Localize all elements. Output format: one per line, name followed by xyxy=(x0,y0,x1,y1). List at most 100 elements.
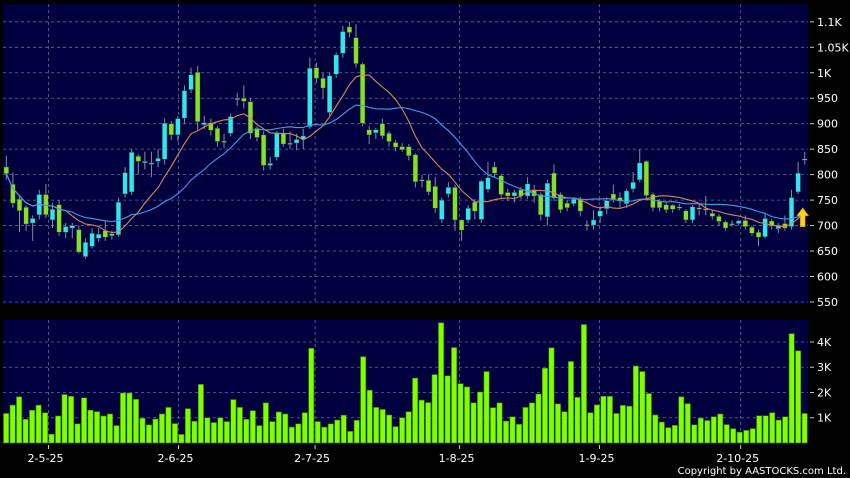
candle-body xyxy=(228,116,234,134)
candle-body xyxy=(762,218,768,237)
volume-bar xyxy=(249,410,256,444)
candle-body xyxy=(610,193,616,200)
volume-bar xyxy=(55,415,62,444)
candle-body xyxy=(181,90,188,119)
volume-bar xyxy=(425,402,432,444)
candle-body xyxy=(432,186,438,209)
volume-bar xyxy=(152,418,159,444)
volume-bar xyxy=(230,399,237,444)
candle-body xyxy=(49,209,56,221)
candle-body xyxy=(307,67,313,127)
candle-body xyxy=(452,187,458,221)
price-panel xyxy=(3,4,808,304)
date-tick-label: 1-8-25 xyxy=(439,452,475,465)
volume-bar xyxy=(29,409,36,444)
volume-bars xyxy=(3,322,808,444)
volume-bar xyxy=(94,411,100,444)
price-tick-label: 800 xyxy=(817,169,838,182)
volume-bar xyxy=(632,365,639,444)
volume-bar xyxy=(782,416,789,444)
candle-body xyxy=(485,177,491,190)
price-tick-label: 1.1K xyxy=(817,16,842,29)
volume-bar xyxy=(613,413,620,444)
volume-bar xyxy=(580,324,587,444)
volume-bar xyxy=(457,383,464,444)
candle-body xyxy=(3,166,9,174)
volume-bar xyxy=(334,419,341,444)
volume-bar xyxy=(503,420,509,444)
candle-body xyxy=(327,75,333,113)
volume-bar xyxy=(217,417,224,444)
candle-body xyxy=(524,183,531,197)
volume-bar xyxy=(347,431,354,444)
candle-body xyxy=(465,208,471,221)
volume-bar xyxy=(665,427,672,444)
volume-bar xyxy=(451,347,458,444)
candle-body xyxy=(234,98,240,100)
volume-bar xyxy=(762,415,769,444)
volume-bar xyxy=(490,407,496,444)
candle-body xyxy=(30,218,36,224)
volume-bar xyxy=(710,416,717,444)
volume-bar xyxy=(308,347,315,444)
volume-tick-label: 4K xyxy=(817,336,832,349)
volume-bar xyxy=(405,411,412,444)
candle-body xyxy=(56,204,62,233)
candle-body xyxy=(201,122,207,125)
volume-bar xyxy=(593,404,600,444)
volume-bar xyxy=(749,428,756,444)
candle-body xyxy=(340,31,346,54)
volume-bar xyxy=(392,426,399,444)
candle-body xyxy=(82,242,89,257)
volume-bar xyxy=(178,434,185,444)
volume-bar xyxy=(159,413,165,444)
candle-body xyxy=(142,161,148,164)
volume-bar xyxy=(587,412,594,444)
moving-average-10-line xyxy=(5,74,806,234)
candle-body xyxy=(736,220,742,224)
volume-bar xyxy=(126,392,133,444)
candle-body xyxy=(696,207,702,210)
volume-bar xyxy=(464,386,471,444)
candle-body xyxy=(162,122,168,160)
volume-bar xyxy=(483,371,490,444)
volume-bar xyxy=(795,350,802,444)
candle-body xyxy=(115,201,122,235)
volume-bar xyxy=(113,425,120,444)
candle-body xyxy=(478,181,484,220)
candlesticks xyxy=(3,21,808,259)
volume-bar xyxy=(542,367,548,444)
candle-body xyxy=(280,133,287,145)
candle-body xyxy=(346,26,352,33)
volume-bar xyxy=(671,425,678,444)
candle-body xyxy=(571,198,577,204)
volume-bar xyxy=(9,404,16,444)
candle-body xyxy=(459,219,465,231)
candle-body xyxy=(604,200,610,209)
volume-bar xyxy=(301,412,308,444)
candle-body xyxy=(366,129,372,136)
candle-body xyxy=(630,182,636,190)
volume-tick-label: 3K xyxy=(817,361,832,374)
candle-body xyxy=(96,234,102,239)
volume-axis: 1K 2K 3K 4K xyxy=(810,336,832,425)
volume-bar xyxy=(236,407,243,444)
volume-bar xyxy=(619,405,626,444)
candle-body xyxy=(709,213,715,217)
volume-bar xyxy=(730,428,737,444)
candle-body xyxy=(795,172,801,193)
volume-bar xyxy=(327,423,334,444)
candle-body xyxy=(254,128,260,138)
volume-bar xyxy=(3,413,10,444)
price-grid xyxy=(3,4,808,304)
candle-body xyxy=(241,98,247,102)
volume-bar xyxy=(133,399,139,444)
volume-bar xyxy=(87,409,94,444)
volume-bar xyxy=(184,408,191,444)
candle-body xyxy=(590,219,597,226)
price-tick-label: 1K xyxy=(817,67,832,80)
candle-body xyxy=(16,198,23,211)
volume-tick-label: 1K xyxy=(817,412,832,425)
volume-bar xyxy=(321,426,328,444)
